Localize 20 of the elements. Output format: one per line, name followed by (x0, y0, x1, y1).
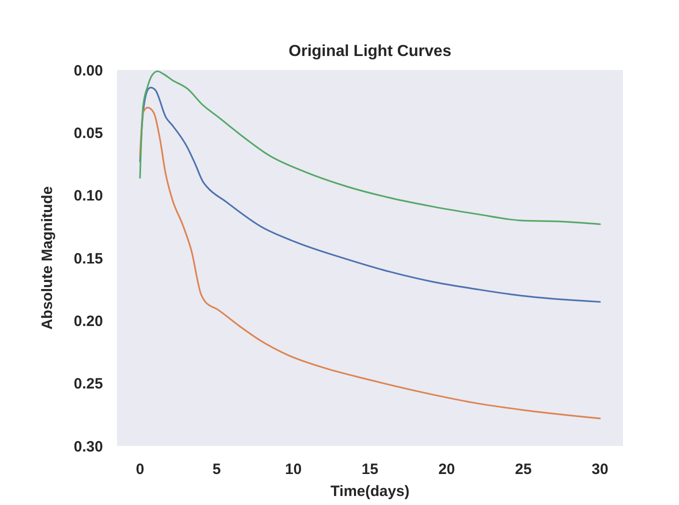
y-tick-label: 0.00 (74, 62, 103, 80)
y-axis-title: Absolute Magnitude (39, 186, 56, 330)
y-tick-label: 0.30 (74, 438, 103, 456)
x-tick-label: 15 (362, 461, 378, 478)
y-tick-label: 0.25 (74, 376, 103, 393)
x-axis-title: Time(days) (330, 483, 410, 500)
x-tick-label: 0 (136, 461, 144, 478)
x-tick-label: 10 (284, 461, 302, 478)
y-tick-label: 0.05 (74, 124, 103, 142)
line-series (139, 70, 601, 225)
x-tick-label: 20 (438, 461, 456, 478)
y-tick-label: 0.20 (74, 312, 103, 330)
chart-title: Original Light Curves (288, 43, 452, 60)
x-tick-label: 25 (514, 461, 532, 478)
x-tick-label: 5 (212, 461, 221, 478)
line-series (139, 106, 601, 420)
y-tick-label: 0.10 (74, 188, 103, 205)
y-tick-label: 0.15 (74, 250, 103, 268)
x-tick-label: 30 (592, 461, 608, 478)
line-series (139, 86, 601, 303)
